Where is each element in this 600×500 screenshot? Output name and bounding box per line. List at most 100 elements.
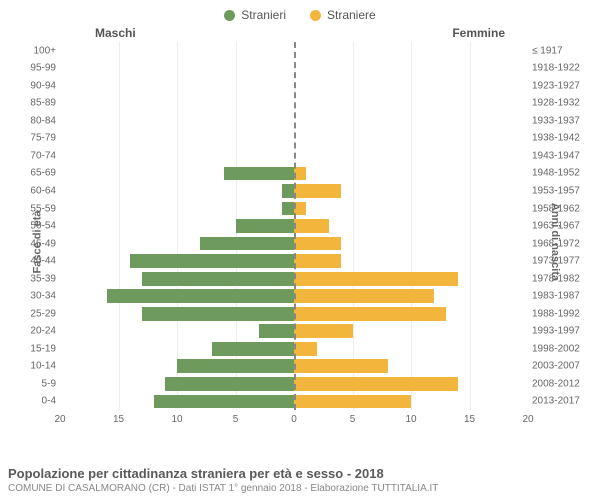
cohort-label: 1923-1927: [532, 80, 592, 91]
cohort-label: ≤ 1917: [532, 45, 592, 56]
cohort-label: 1978-1982: [532, 273, 592, 284]
cohort-label: 1963-1967: [532, 221, 592, 232]
age-label: 45-49: [12, 238, 56, 249]
cohort-label: 1968-1972: [532, 238, 592, 249]
female-half: [294, 165, 528, 183]
female-bar: [294, 254, 341, 268]
female-half: [294, 375, 528, 393]
male-bar: [259, 324, 294, 338]
female-bar: [294, 237, 341, 251]
male-half: [60, 323, 294, 341]
male-half: [60, 77, 294, 95]
cohort-label: 1938-1942: [532, 133, 592, 144]
cohort-label: 2013-2017: [532, 396, 592, 407]
female-bar: [294, 359, 388, 373]
male-half: [60, 200, 294, 218]
age-label: 20-24: [12, 326, 56, 337]
x-axis: 201510505101520: [60, 414, 528, 428]
female-half: [294, 323, 528, 341]
female-half: [294, 130, 528, 148]
cohort-label: 1948-1952: [532, 168, 592, 179]
female-bar: [294, 377, 458, 391]
age-label: 75-79: [12, 133, 56, 144]
male-bar: [142, 307, 294, 321]
x-tick: 20: [54, 414, 65, 425]
cohort-label: 1953-1957: [532, 186, 592, 197]
female-half: [294, 95, 528, 113]
caption-title: Popolazione per cittadinanza straniera p…: [8, 466, 438, 481]
male-bar: [282, 184, 294, 198]
male-half: [60, 130, 294, 148]
female-half: [294, 182, 528, 200]
female-half: [294, 112, 528, 130]
male-bar: [130, 254, 294, 268]
x-tick: 10: [405, 414, 416, 425]
age-label: 100+: [12, 45, 56, 56]
cohort-label: 1928-1932: [532, 98, 592, 109]
cohort-label: 1933-1937: [532, 115, 592, 126]
male-half: [60, 147, 294, 165]
x-tick: 15: [113, 414, 124, 425]
age-label: 70-74: [12, 150, 56, 161]
age-label: 40-44: [12, 256, 56, 267]
male-half: [60, 165, 294, 183]
cohort-label: 1983-1987: [532, 291, 592, 302]
legend-male: Stranieri: [224, 8, 286, 22]
male-half: [60, 217, 294, 235]
center-divider: [294, 42, 296, 410]
female-half: [294, 358, 528, 376]
age-label: 50-54: [12, 221, 56, 232]
female-half: [294, 270, 528, 288]
female-half: [294, 147, 528, 165]
female-bar: [294, 289, 434, 303]
age-label: 30-34: [12, 291, 56, 302]
female-half: [294, 393, 528, 411]
cohort-label: 1993-1997: [532, 326, 592, 337]
male-bar: [224, 167, 294, 181]
legend-female: Straniere: [310, 8, 376, 22]
female-half: [294, 252, 528, 270]
female-half: [294, 287, 528, 305]
male-half: [60, 60, 294, 78]
cohort-label: 1988-1992: [532, 308, 592, 319]
age-label: 55-59: [12, 203, 56, 214]
age-label: 25-29: [12, 308, 56, 319]
male-half: [60, 358, 294, 376]
cohort-label: 1998-2002: [532, 343, 592, 354]
male-bar: [212, 342, 294, 356]
male-bar: [107, 289, 294, 303]
female-bar: [294, 342, 317, 356]
legend-male-swatch: [224, 10, 235, 21]
male-bar: [142, 272, 294, 286]
age-label: 10-14: [12, 361, 56, 372]
age-label: 15-19: [12, 343, 56, 354]
male-half: [60, 112, 294, 130]
age-label: 0-4: [12, 396, 56, 407]
x-tick: 0: [291, 414, 297, 425]
x-tick: 20: [522, 414, 533, 425]
female-half: [294, 42, 528, 60]
legend-male-label: Stranieri: [241, 8, 286, 22]
female-half: [294, 305, 528, 323]
female-half: [294, 60, 528, 78]
cohort-label: 1943-1947: [532, 150, 592, 161]
age-label: 35-39: [12, 273, 56, 284]
female-half: [294, 340, 528, 358]
cohort-label: 1973-1977: [532, 256, 592, 267]
male-bar: [236, 219, 295, 233]
cohort-label: 2008-2012: [532, 378, 592, 389]
chart-area: Fasce di età Anni di nascita 100+≤ 19179…: [0, 42, 600, 442]
male-bar: [154, 395, 294, 409]
male-half: [60, 287, 294, 305]
age-label: 60-64: [12, 186, 56, 197]
male-bar: [177, 359, 294, 373]
male-half: [60, 252, 294, 270]
plot-region: 100+≤ 191795-991918-192290-941923-192785…: [60, 42, 528, 410]
female-half: [294, 217, 528, 235]
age-label: 90-94: [12, 80, 56, 91]
male-half: [60, 42, 294, 60]
x-tick: 5: [350, 414, 356, 425]
male-half: [60, 375, 294, 393]
age-label: 5-9: [12, 378, 56, 389]
age-label: 65-69: [12, 168, 56, 179]
